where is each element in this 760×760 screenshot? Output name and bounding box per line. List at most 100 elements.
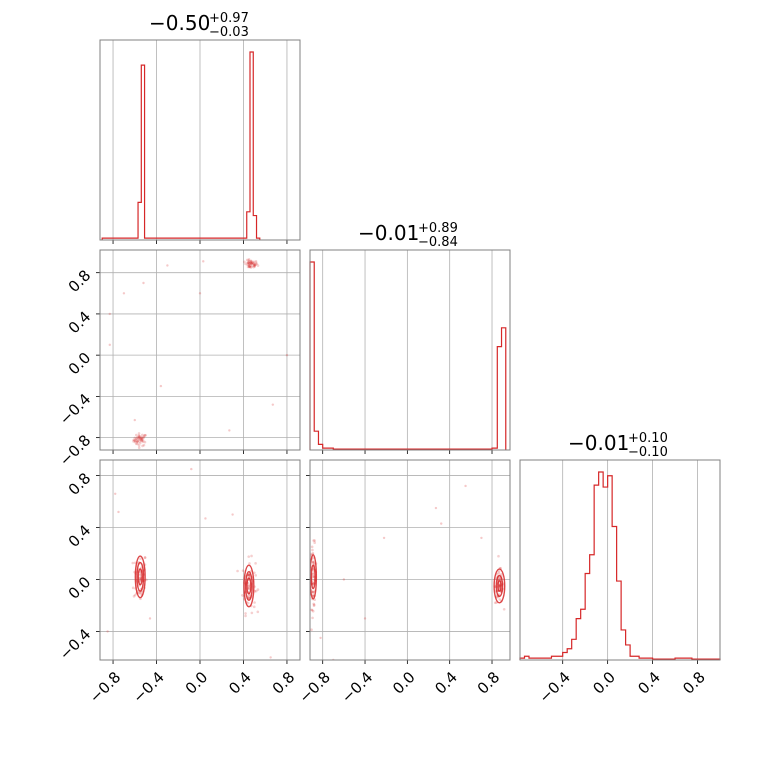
scatter-point-77 — [250, 611, 254, 615]
scatter-point-15 — [142, 435, 146, 439]
scatter-point-145 — [148, 617, 152, 620]
scatter-point-10 — [141, 439, 145, 442]
scatter-point-75 — [236, 569, 239, 573]
scatter-point-23 — [310, 552, 313, 556]
scatter-point-23 — [140, 438, 143, 442]
joint-3-1-frame — [99, 459, 301, 661]
density-contour-1-2 — [246, 577, 252, 595]
scatter-point-21 — [313, 539, 316, 542]
axis-x-left-xlabel-1: −0.4 — [129, 668, 167, 706]
scatter-point-22 — [310, 628, 313, 632]
scatter-point-75 — [249, 264, 253, 267]
marginal-2-frame — [309, 249, 511, 451]
scatter-point-54 — [250, 265, 254, 268]
scatter-point-30 — [311, 594, 315, 598]
scatter-point-124 — [247, 584, 251, 588]
scatter-point-105 — [133, 418, 136, 422]
scatter-point-55 — [312, 603, 316, 607]
axis-x-mid-xlabel-2: 0.0 — [389, 668, 419, 698]
scatter-point-37 — [140, 439, 144, 442]
scatter-point-57 — [311, 560, 315, 564]
title-2-minus: −0.84 — [418, 235, 458, 250]
scatter-point-22 — [136, 439, 140, 442]
title-1-plus: +0.97 — [209, 11, 249, 26]
scatter-point-147 — [480, 536, 483, 540]
scatter-point-106 — [228, 429, 231, 432]
scatter-point-123 — [256, 588, 260, 591]
scatter-point-87 — [498, 584, 501, 588]
scatter-point-55 — [254, 260, 258, 263]
scatter-point-21 — [137, 444, 141, 447]
scatter-point-106 — [247, 584, 250, 588]
scatter-point-1 — [139, 557, 142, 560]
scatter-point-13 — [138, 441, 142, 445]
scatter-point-120 — [247, 594, 250, 598]
scatter-point-89 — [493, 601, 497, 605]
title-2: −0.01 +0.89 −0.84 — [358, 221, 458, 250]
axis-x-right-xlabel-1: 0.0 — [589, 668, 619, 698]
marginal-1-frame — [99, 39, 301, 241]
density-contour-0-0 — [134, 555, 146, 599]
scatter-point-30 — [141, 433, 144, 437]
scatter-point-1 — [137, 434, 141, 437]
scatter-point-82 — [246, 601, 250, 605]
scatter-point-103 — [142, 281, 145, 285]
scatter-point-37 — [311, 590, 314, 594]
title-1: −0.50 +0.97 −0.03 — [149, 11, 249, 40]
scatter-point-78 — [247, 260, 251, 263]
axis-x-right-xlabel-0: −0.4 — [536, 668, 574, 706]
joint-3-1-points — [106, 467, 272, 659]
scatter-point-67 — [246, 261, 249, 265]
scatter-point-10 — [312, 590, 315, 594]
scatter-point-45 — [311, 616, 314, 620]
scatter-point-68 — [255, 262, 259, 266]
scatter-point-73 — [247, 573, 250, 576]
scatter-point-6 — [135, 437, 138, 441]
scatter-point-50 — [312, 560, 315, 564]
scatter-point-29 — [140, 436, 143, 439]
scatter-point-107 — [159, 384, 163, 388]
scatter-point-143 — [382, 536, 386, 540]
joint-3-2-points — [310, 484, 506, 660]
scatter-point-47 — [313, 541, 316, 545]
marginal-3-hist-line — [519, 471, 721, 660]
scatter-point-24 — [133, 436, 137, 440]
scatter-point-17 — [136, 436, 140, 440]
scatter-point-98 — [245, 258, 249, 262]
scatter-point-122 — [498, 586, 501, 590]
title-3-plus: +0.10 — [628, 431, 668, 446]
axis-y-row3-ylabel-1: 0.4 — [65, 521, 95, 551]
axis-y-row2-ylabel-2: 0.0 — [65, 349, 95, 379]
scatter-point-133 — [248, 562, 251, 565]
axis-x-mid-xlabel-3: 0.4 — [431, 668, 461, 698]
scatter-point-65 — [138, 573, 142, 577]
scatter-point-15 — [133, 593, 137, 597]
axis-x-left-xlabel-4: 0.8 — [269, 668, 299, 698]
axis-y-row3-ylabel-3: −0.4 — [56, 625, 94, 663]
title-3-value: −0.01 — [568, 431, 629, 455]
scatter-point-39 — [143, 440, 147, 444]
scatter-point-92 — [248, 262, 251, 265]
scatter-point-31 — [133, 439, 137, 443]
scatter-point-19 — [134, 439, 138, 442]
scatter-point-52 — [247, 263, 250, 266]
scatter-point-69 — [247, 261, 250, 265]
scatter-point-27 — [142, 436, 145, 440]
scatter-point-59 — [249, 266, 253, 269]
scatter-point-80 — [249, 262, 253, 265]
scatter-point-3 — [139, 438, 143, 441]
scatter-point-27 — [312, 571, 315, 574]
scatter-point-9 — [138, 438, 141, 441]
scatter-point-113 — [247, 573, 251, 577]
scatter-point-45 — [138, 436, 141, 439]
scatter-point-135 — [498, 598, 502, 601]
scatter-point-100 — [247, 555, 251, 558]
scatter-point-138 — [500, 572, 503, 576]
scatter-point-56 — [252, 264, 256, 268]
scatter-point-43 — [138, 576, 142, 579]
scatter-point-14 — [139, 578, 142, 581]
scatter-point-3 — [310, 608, 314, 612]
scatter-point-111 — [285, 353, 289, 357]
scatter-point-86 — [252, 262, 256, 266]
title-1-minus: −0.03 — [209, 25, 249, 40]
